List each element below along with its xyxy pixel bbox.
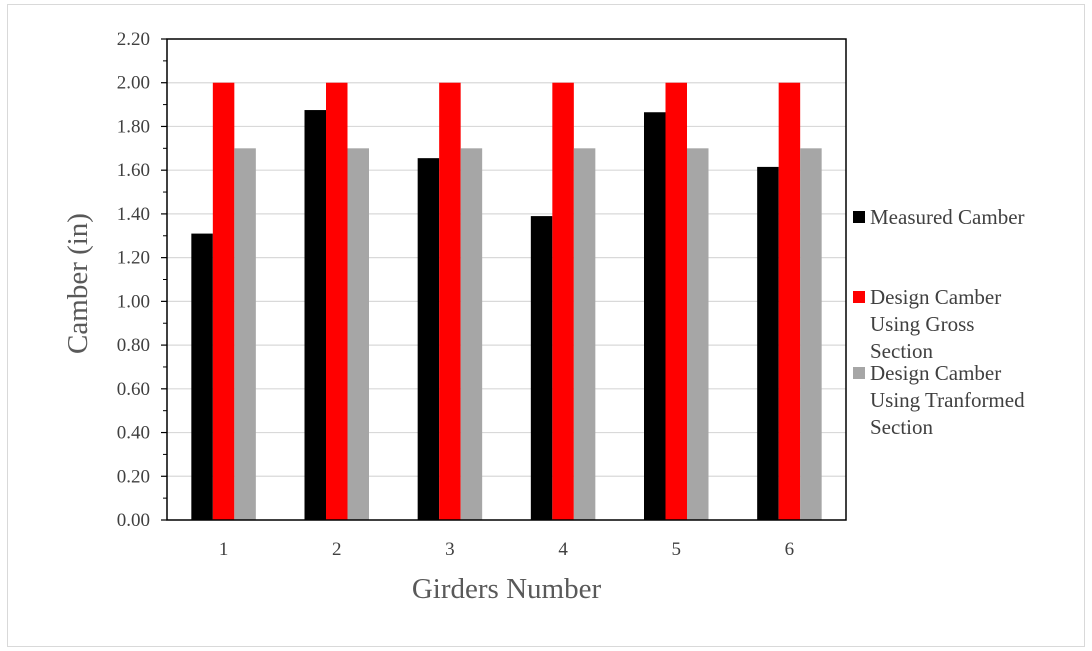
bar	[530, 216, 553, 520]
y-tick-label: 1.00	[117, 291, 150, 312]
x-tick-label: 1	[219, 539, 229, 560]
y-tick-label: 0.40	[117, 423, 150, 444]
legend: Measured Camber Design Camber Using Gross S…	[853, 205, 1025, 439]
x-axis: 1 2 3 4 5 6	[219, 539, 794, 560]
y-tick-label: 1.80	[117, 116, 150, 137]
plot-area-border	[166, 38, 847, 521]
x-axis-title: Girders Number	[412, 573, 602, 605]
y-tick-label: 2.20	[117, 29, 150, 50]
y-tick-label: 1.40	[117, 204, 150, 225]
x-tick-label: 3	[445, 539, 455, 560]
bar	[552, 82, 574, 521]
y-tick-label: 0.60	[117, 379, 150, 400]
x-tick-label: 6	[785, 539, 795, 560]
legend-swatch	[853, 367, 865, 379]
bar	[347, 148, 369, 520]
y-axis: 0.00 0.20 0.40 0.60 0.80 1.00 1.20 1.40 1.60 1.80…	[117, 29, 167, 531]
bar	[212, 82, 235, 521]
y-tick-label: 0.20	[117, 466, 150, 487]
bar	[304, 110, 326, 520]
bar	[573, 148, 596, 520]
y-tick-label: 0.00	[117, 510, 150, 531]
legend-swatch	[853, 291, 865, 303]
y-tick-label: 0.80	[117, 335, 150, 356]
x-tick-label: 2	[332, 539, 342, 560]
bar	[687, 148, 709, 520]
y-tick-label: 2.00	[117, 73, 150, 94]
legend-label: Section	[870, 415, 933, 439]
y-tick-label: 1.20	[117, 248, 150, 269]
y-tick-label: 1.60	[117, 160, 150, 181]
legend-label: Design Camber	[870, 361, 1001, 385]
gridlines	[167, 82, 846, 477]
legend-label: Measured Camber	[870, 205, 1025, 229]
bar	[417, 158, 440, 521]
bar	[460, 148, 483, 520]
bar	[439, 82, 461, 521]
bar	[191, 233, 213, 520]
bar	[234, 148, 256, 520]
bar	[644, 112, 666, 521]
legend-label: Design Camber	[870, 285, 1001, 309]
x-tick-label: 5	[672, 539, 682, 560]
bars	[191, 82, 822, 521]
legend-label: Using Tranformed	[870, 388, 1025, 412]
legend-swatch	[853, 211, 865, 223]
bar	[778, 82, 801, 521]
bar	[665, 82, 687, 521]
x-tick-label: 4	[558, 539, 568, 560]
bar	[800, 148, 822, 520]
bar	[757, 166, 779, 520]
bar	[326, 82, 348, 521]
legend-label: Using Gross	[870, 312, 974, 336]
y-axis-title: Camber (in)	[62, 213, 94, 354]
legend-label: Section	[870, 339, 933, 363]
